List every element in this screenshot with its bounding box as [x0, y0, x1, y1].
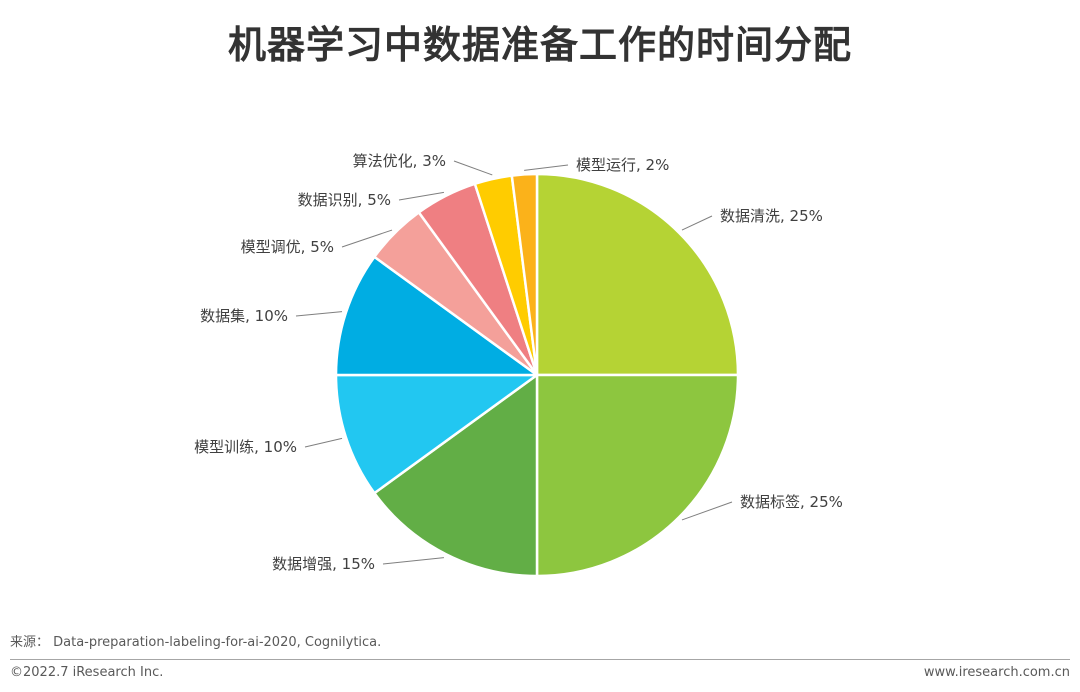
slice-label-3: 数据增强, 15%	[272, 555, 375, 573]
slice-label-5: 数据集, 10%	[200, 307, 288, 325]
leader-line-8	[453, 160, 493, 176]
pie-slice-3	[373, 373, 539, 578]
pie-slice-5	[334, 255, 539, 377]
slice-label-7: 数据识别, 5%	[298, 191, 391, 209]
copyright-text: ©2022.7 iResearch Inc.	[10, 665, 164, 680]
pie-slices	[334, 172, 740, 578]
leader-line-2	[681, 501, 733, 521]
leader-line-9	[524, 164, 569, 171]
pie-slice-1	[535, 172, 740, 377]
slice-label-9: 模型运行, 2%	[576, 156, 669, 174]
slice-label-8: 算法优化, 3%	[353, 152, 446, 170]
leader-line-1	[681, 215, 713, 231]
leader-line-3	[382, 557, 444, 565]
leader-line-5	[295, 311, 343, 317]
leader-line-4	[304, 437, 343, 448]
website-url: www.iresearch.com.cn	[923, 665, 1070, 680]
pie-slice-4	[334, 373, 539, 495]
slice-label-6: 模型调优, 5%	[241, 238, 334, 256]
pie-leader-lines	[295, 160, 733, 565]
leader-line-6	[341, 229, 393, 248]
pie-labels: 数据清洗, 25% 数据标签, 25% 数据增强, 15% 模型训练, 10% 数据集,…	[194, 152, 843, 573]
footer-divider	[10, 659, 1070, 660]
leader-line-7	[398, 191, 445, 201]
pie-slice-9	[510, 172, 539, 377]
slice-label-2: 数据标签, 25%	[740, 493, 843, 511]
chart-title: 机器学习中数据准备工作的时间分配	[227, 23, 852, 67]
source-note: 来源： Data-preparation-labeling-for-ai-202…	[10, 635, 382, 650]
slice-label-4: 模型训练, 10%	[194, 438, 297, 456]
slice-label-1: 数据清洗, 25%	[720, 207, 823, 225]
pie-slice-2	[535, 373, 740, 578]
